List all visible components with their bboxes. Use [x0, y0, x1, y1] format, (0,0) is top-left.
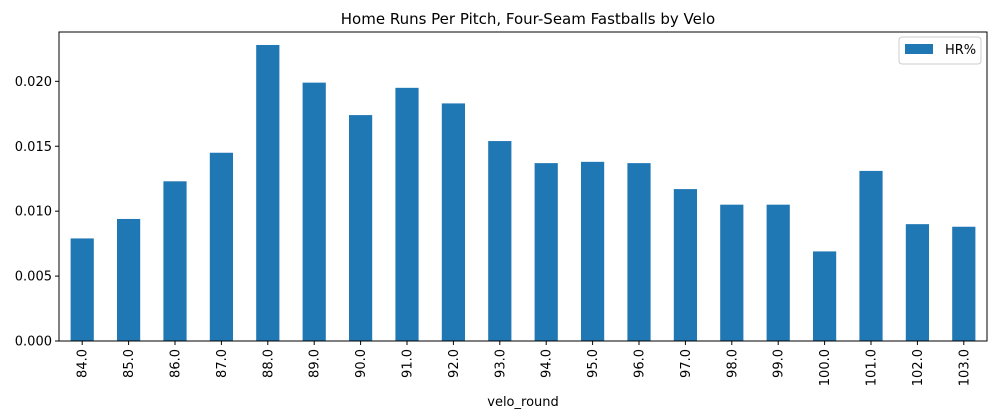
legend-entry-hr: HR% — [945, 43, 976, 58]
bar-97-0 — [673, 189, 697, 341]
y-axis: 0.000 0.005 0.010 0.015 0.020 — [15, 75, 59, 350]
bar-101-0 — [859, 170, 883, 341]
x-tick-label: 94.0 — [540, 349, 555, 378]
bar-85-0 — [117, 218, 141, 341]
x-tick-label: 98.0 — [725, 349, 740, 378]
x-tick-label: 96.0 — [633, 349, 648, 378]
bar-88-0 — [256, 44, 280, 342]
bars — [70, 44, 976, 342]
bar-94-0 — [534, 163, 558, 341]
bar-89-0 — [302, 82, 326, 341]
bar-86-0 — [163, 181, 187, 341]
bar-92-0 — [441, 103, 465, 341]
y-tick-label: 0.015 — [15, 140, 52, 155]
x-tick-label: 93.0 — [493, 349, 508, 378]
bar-102-0 — [905, 224, 929, 341]
x-tick-label: 97.0 — [679, 349, 694, 378]
bar-87-0 — [209, 152, 233, 341]
x-axis-label: velo_round — [487, 395, 559, 410]
x-axis: 84.0 85.0 86.0 87.0 88.0 89.0 90.0 91.0 92.0 93.0… — [76, 341, 972, 386]
bar-96-0 — [627, 163, 651, 341]
x-tick-label: 99.0 — [772, 349, 787, 378]
legend-box — [898, 36, 982, 65]
bar-98-0 — [720, 204, 744, 341]
y-tick-label: 0.010 — [15, 205, 52, 220]
bar-99-0 — [766, 204, 790, 341]
bar-103-0 — [952, 226, 976, 341]
x-tick-label: 84.0 — [76, 349, 91, 378]
x-tick-label: 100.0 — [818, 349, 833, 386]
x-tick-label: 101.0 — [865, 349, 880, 386]
x-tick-label: 90.0 — [354, 349, 369, 378]
bar-93-0 — [488, 141, 512, 341]
legend-swatch — [905, 44, 933, 54]
x-tick-label: 95.0 — [586, 349, 601, 378]
x-tick-label: 89.0 — [308, 349, 323, 378]
x-tick-label: 88.0 — [261, 349, 276, 378]
plot-frame — [58, 31, 988, 342]
bar-90-0 — [349, 115, 373, 341]
x-tick-label: 92.0 — [447, 349, 462, 378]
bar-91-0 — [395, 87, 419, 341]
x-tick-label: 102.0 — [911, 349, 926, 386]
x-tick-label: 86.0 — [169, 349, 184, 378]
y-tick-label: 0.020 — [15, 75, 52, 90]
bar-100-0 — [813, 251, 837, 341]
legend: HR% — [898, 36, 982, 65]
chart-title: Home Runs Per Pitch, Four-Seam Fastballs… — [341, 10, 715, 28]
bar-84-0 — [70, 238, 94, 341]
y-tick-label: 0.005 — [15, 270, 52, 285]
x-tick-label: 85.0 — [122, 349, 137, 378]
x-tick-label: 87.0 — [215, 349, 230, 378]
bar-95-0 — [581, 161, 605, 341]
x-tick-label: 91.0 — [401, 349, 416, 378]
y-tick-label: 0.000 — [15, 335, 52, 350]
x-tick-label: 103.0 — [957, 349, 972, 386]
